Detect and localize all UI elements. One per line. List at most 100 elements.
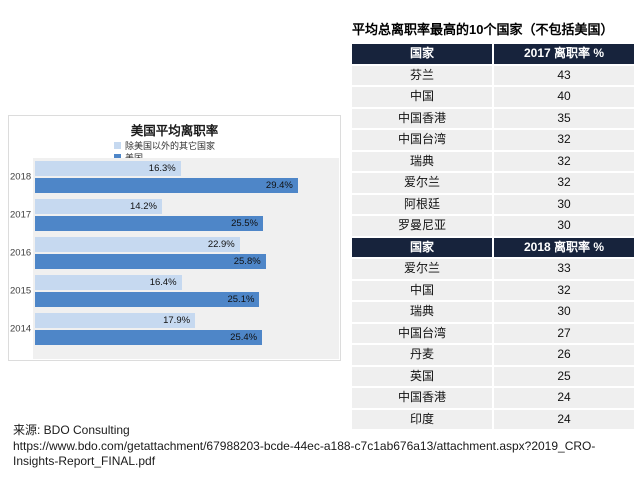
table-cell: 32 xyxy=(494,173,634,193)
table-cell: 30 xyxy=(494,194,634,214)
table-header-row: 国家 2017 离职率 % xyxy=(352,44,634,64)
bar: 14.2% xyxy=(35,199,162,214)
table-row: 中国香港 35 xyxy=(352,108,634,128)
table-row: 罗曼尼亚 30 xyxy=(352,216,634,236)
table-cell: 24 xyxy=(494,409,634,429)
bar-group: 2015 16.4% 25.1% xyxy=(10,275,339,307)
bar-pair: 22.9% 25.8% xyxy=(35,237,339,269)
bar-value-label: 16.4% xyxy=(149,277,177,288)
table-cell: 中国香港 xyxy=(352,388,492,408)
bar-pair: 14.2% 25.5% xyxy=(35,199,339,231)
table-header-cell: 国家 xyxy=(352,44,492,64)
bar: 25.5% xyxy=(35,216,263,231)
table-cell: 中国香港 xyxy=(352,108,492,128)
table-cell: 33 xyxy=(494,259,634,279)
table-cell: 罗曼尼亚 xyxy=(352,216,492,236)
bar-value-label: 25.1% xyxy=(227,294,255,305)
table-title: 平均总离职率最高的10个国家（不包括美国） xyxy=(352,22,614,37)
table-cell: 中国 xyxy=(352,280,492,300)
source-label: 来源: BDO Consulting xyxy=(13,423,130,437)
table-header-cell: 2017 离职率 % xyxy=(494,44,634,64)
year-label: 2018 xyxy=(10,171,32,183)
table-cell: 爱尔兰 xyxy=(352,259,492,279)
table-row: 阿根廷 30 xyxy=(352,194,634,214)
legend-label: 除美国以外的其它国家 xyxy=(125,140,216,151)
table-row: 爱尔兰 33 xyxy=(352,259,634,279)
bar-pair: 16.3% 29.4% xyxy=(35,161,339,193)
bar-value-label: 25.4% xyxy=(230,332,258,343)
source-url: https://www.bdo.com/getattachment/679882… xyxy=(13,438,596,469)
table-row: 瑞典 30 xyxy=(352,302,634,322)
legend-item: 美国 xyxy=(114,151,215,163)
bar: 16.3% xyxy=(35,161,181,176)
bar: 25.1% xyxy=(35,292,260,307)
chart-plot-area: 2018 16.3% 29.4% 2017 14.2% 25.5% 2016 22.9% 25.… xyxy=(10,158,339,359)
year-label: 2015 xyxy=(10,285,32,297)
table-cell: 爱尔兰 xyxy=(352,173,492,193)
bar-group: 2017 14.2% 25.5% xyxy=(10,199,339,231)
bar: 25.4% xyxy=(35,330,263,345)
us-turnover-chart-panel: 美国平均离职率 除美国以外的其它国家美国 201816.3%29.4%20171… xyxy=(8,115,341,361)
bar: 29.4% xyxy=(35,178,298,193)
bar-value-label: 29.4% xyxy=(265,180,293,191)
table-row: 中国香港 24 xyxy=(352,388,634,408)
chart-title: 美国平均离职率 xyxy=(130,124,219,138)
bar: 16.4% xyxy=(35,275,182,290)
table-header-cell: 2018 离职率 % xyxy=(494,237,634,257)
table-row: 中国台湾 27 xyxy=(352,323,634,343)
table-cell: 24 xyxy=(494,388,634,408)
bar: 22.9% xyxy=(35,237,240,252)
bar-pair: 17.9% 25.4% xyxy=(35,313,339,345)
table-row: 英国 25 xyxy=(352,366,634,386)
table-cell: 27 xyxy=(494,323,634,343)
country-turnover-table: 国家 2017 离职率 % 芬兰 43 中国 40 中国香港 35 中国台湾 32 瑞典 32 爱尔兰 3… xyxy=(352,44,634,431)
year-label: 2017 xyxy=(10,209,32,221)
bar-group: 2016 22.9% 25.8% xyxy=(10,237,339,269)
table-cell: 40 xyxy=(494,87,634,107)
table-cell: 32 xyxy=(494,280,634,300)
table-header-row: 国家 2018 离职率 % xyxy=(352,237,634,257)
bar-value-label: 25.8% xyxy=(233,256,261,267)
table-cell: 芬兰 xyxy=(352,65,492,85)
table-cell: 30 xyxy=(494,216,634,236)
table-row: 芬兰 43 xyxy=(352,65,634,85)
bar-group: 2018 16.3% 29.4% xyxy=(10,161,339,193)
legend-swatch-icon xyxy=(114,141,121,149)
table-cell: 瑞典 xyxy=(352,302,492,322)
table-cell: 中国台湾 xyxy=(352,130,492,150)
bar-value-label: 17.9% xyxy=(163,315,191,326)
table-row: 中国台湾 32 xyxy=(352,130,634,150)
bar-value-label: 25.5% xyxy=(231,218,258,229)
source-block: 来源: BDO Consulting https://www.bdo.com/g… xyxy=(13,423,613,470)
bar-pair: 16.4% 25.1% xyxy=(35,275,339,307)
table-row: 中国 32 xyxy=(352,280,634,300)
table-cell: 英国 xyxy=(352,366,492,386)
bar-value-label: 16.3% xyxy=(148,163,176,174)
bar-value-label: 14.2% xyxy=(130,201,157,212)
year-label: 2014 xyxy=(10,323,32,335)
table-row: 瑞典 32 xyxy=(352,151,634,171)
legend-item: 除美国以外的其它国家 xyxy=(114,139,215,151)
table-cell: 32 xyxy=(494,130,634,150)
legend-label: 美国 xyxy=(125,151,143,164)
table-cell: 瑞典 xyxy=(352,151,492,171)
table-cell: 32 xyxy=(494,151,634,171)
year-label: 2016 xyxy=(10,247,32,259)
table-cell: 25 xyxy=(494,366,634,386)
table-row: 印度 24 xyxy=(352,409,634,429)
bar-group: 2014 17.9% 25.4% xyxy=(10,313,339,345)
table-row: 丹麦 26 xyxy=(352,345,634,365)
table-cell: 阿根廷 xyxy=(352,194,492,214)
bar-value-label: 22.9% xyxy=(207,239,235,250)
legend-swatch-icon xyxy=(114,153,121,161)
bar: 17.9% xyxy=(35,313,196,328)
chart-legend: 除美国以外的其它国家美国 xyxy=(114,139,215,163)
table-cell: 26 xyxy=(494,345,634,365)
table-row: 爱尔兰 32 xyxy=(352,173,634,193)
table-cell: 43 xyxy=(494,65,634,85)
table-cell: 丹麦 xyxy=(352,345,492,365)
table-cell: 35 xyxy=(494,108,634,128)
table-header-cell: 国家 xyxy=(352,237,492,257)
bar: 25.8% xyxy=(35,254,266,269)
